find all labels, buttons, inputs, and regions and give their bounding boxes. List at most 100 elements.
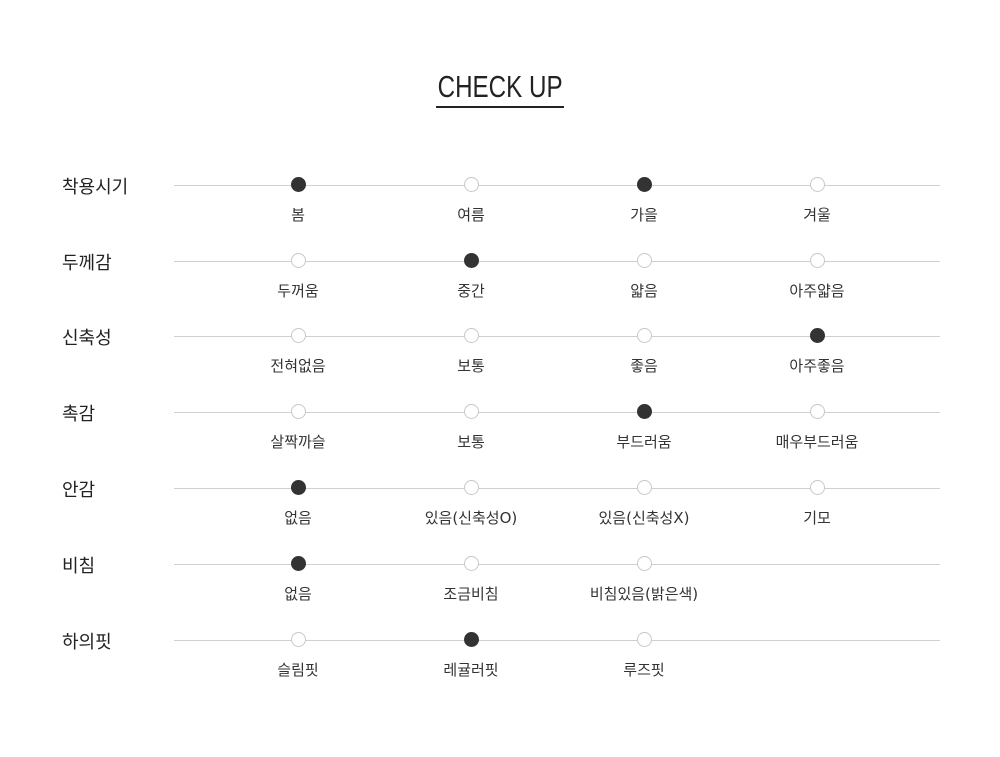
option: 아주좋음 — [737, 328, 897, 376]
row-label: 신축성 — [62, 328, 112, 349]
empty-circle-icon — [463, 556, 479, 571]
empty-circle-icon — [463, 480, 479, 495]
option: 있음(신축성X) — [564, 480, 724, 528]
option-label: 매우부드러움 — [775, 433, 859, 451]
page-title: CHECK UP — [435, 70, 565, 108]
row-label: 촉감 — [62, 404, 96, 425]
empty-circle-icon — [463, 177, 479, 192]
option-label: 보통 — [457, 433, 485, 451]
option: 보통 — [391, 404, 551, 452]
row-label: 두께감 — [62, 253, 112, 274]
option-label: 아주좋음 — [789, 357, 845, 375]
option-label: 슬림핏 — [277, 661, 319, 679]
empty-circle-icon — [290, 632, 306, 647]
row-divider — [174, 564, 940, 565]
row-divider — [174, 261, 940, 262]
option-label: 아주얇음 — [789, 282, 845, 300]
row-divider — [174, 488, 940, 489]
empty-circle-icon — [463, 404, 479, 419]
option: 레귤러핏 — [391, 632, 551, 680]
option-label: 두꺼움 — [277, 282, 319, 300]
option-label: 보통 — [457, 357, 485, 375]
empty-circle-icon — [636, 480, 652, 495]
option-label: 봄 — [291, 206, 305, 224]
row-divider — [174, 640, 940, 641]
option: 없음 — [218, 556, 378, 604]
row-divider — [174, 185, 940, 186]
row-label: 하의핏 — [62, 632, 112, 653]
row-divider — [174, 336, 940, 337]
filled-circle-icon — [636, 177, 652, 192]
option-label: 기모 — [803, 509, 831, 527]
option: 루즈핏 — [564, 632, 724, 680]
row-label: 안감 — [62, 480, 96, 501]
option: 매우부드러움 — [737, 404, 897, 452]
option: 슬림핏 — [218, 632, 378, 680]
option: 여름 — [391, 177, 551, 225]
option: 가을 — [564, 177, 724, 225]
empty-circle-icon — [290, 328, 306, 343]
option-label: 있음(신축성O) — [424, 509, 518, 527]
option-label: 없음 — [284, 509, 312, 527]
option: 전혀없음 — [218, 328, 378, 376]
filled-circle-icon — [290, 480, 306, 495]
empty-circle-icon — [636, 632, 652, 647]
filled-circle-icon — [290, 177, 306, 192]
option-label: 겨울 — [803, 206, 831, 224]
option: 두꺼움 — [218, 253, 378, 301]
empty-circle-icon — [463, 328, 479, 343]
option-label: 루즈핏 — [623, 661, 665, 679]
option: 없음 — [218, 480, 378, 528]
option: 겨울 — [737, 177, 897, 225]
empty-circle-icon — [636, 328, 652, 343]
filled-circle-icon — [290, 556, 306, 571]
option: 비침있음(밝은색) — [564, 556, 724, 604]
row-label: 비침 — [62, 556, 96, 577]
option-label: 있음(신축성X) — [598, 509, 690, 527]
filled-circle-icon — [636, 404, 652, 419]
option: 봄 — [218, 177, 378, 225]
empty-circle-icon — [636, 556, 652, 571]
option: 좋음 — [564, 328, 724, 376]
filled-circle-icon — [809, 328, 825, 343]
checkup-title: CHECK UP — [0, 70, 1000, 108]
empty-circle-icon — [809, 480, 825, 495]
row-divider — [174, 412, 940, 413]
empty-circle-icon — [809, 404, 825, 419]
option: 중간 — [391, 253, 551, 301]
option-label: 없음 — [284, 585, 312, 603]
empty-circle-icon — [809, 253, 825, 268]
option: 아주얇음 — [737, 253, 897, 301]
option-label: 살짝까슬 — [270, 433, 326, 451]
option: 기모 — [737, 480, 897, 528]
option-label: 부드러움 — [616, 433, 672, 451]
option: 살짝까슬 — [218, 404, 378, 452]
option: 부드러움 — [564, 404, 724, 452]
empty-circle-icon — [290, 404, 306, 419]
option: 보통 — [391, 328, 551, 376]
option-label: 여름 — [457, 206, 485, 224]
option-label: 가을 — [630, 206, 658, 224]
row-label: 착용시기 — [62, 177, 129, 198]
empty-circle-icon — [290, 253, 306, 268]
empty-circle-icon — [636, 253, 652, 268]
filled-circle-icon — [463, 632, 479, 647]
option: 있음(신축성O) — [391, 480, 551, 528]
option-label: 얇음 — [630, 282, 658, 300]
option: 얇음 — [564, 253, 724, 301]
option-label: 중간 — [457, 282, 485, 300]
option: 조금비침 — [391, 556, 551, 604]
option-label: 전혀없음 — [270, 357, 326, 375]
empty-circle-icon — [809, 177, 825, 192]
option-label: 레귤러핏 — [443, 661, 499, 679]
option-label: 좋음 — [630, 357, 658, 375]
filled-circle-icon — [463, 253, 479, 268]
option-label: 조금비침 — [443, 585, 499, 603]
